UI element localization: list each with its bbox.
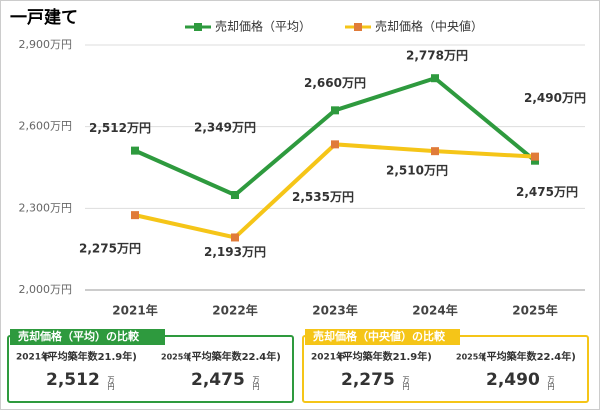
- data-label: 2,275万円: [79, 242, 141, 256]
- data-label: 2,490万円: [524, 91, 586, 105]
- comparison-unit: 万円: [252, 376, 260, 391]
- point: [431, 74, 439, 83]
- comparison-tab: [305, 329, 460, 345]
- x-tick-label: 2024年: [412, 303, 457, 318]
- point: [231, 190, 239, 199]
- comparison-year: 2021年: [16, 351, 50, 363]
- y-tick-label: 2,300万円: [19, 201, 73, 214]
- point: [331, 106, 339, 115]
- x-tick-label: 2021年: [112, 303, 157, 318]
- x-tick-label: 2022年: [212, 303, 257, 318]
- x-tick-label: 2025年: [512, 303, 557, 318]
- data-label: 2,535万円: [292, 190, 354, 204]
- comparison-box: [302, 335, 589, 403]
- comparison-detail: (平均築年数21.9年): [43, 350, 137, 363]
- comparison-detail: (平均築年数22.4年): [482, 350, 576, 363]
- comparison-unit: 万円: [402, 376, 410, 391]
- comparison-value: 2,490: [486, 370, 540, 390]
- comparison-box: [7, 335, 294, 403]
- comparison-value: 2,475: [191, 370, 245, 390]
- point: [331, 140, 339, 149]
- comparison-detail: (平均築年数21.9年): [338, 350, 432, 363]
- y-tick-label: 2,000万円: [19, 283, 73, 296]
- comparison-title: 売却価格（平均）の比較: [18, 329, 140, 343]
- data-label: 2,510万円: [386, 164, 448, 178]
- point: [431, 147, 439, 156]
- legend-marker: [194, 23, 202, 31]
- comparison-value: 2,512: [46, 370, 100, 390]
- legend-label: 売却価格（中央値）: [375, 19, 483, 34]
- chart-title: 一戸建て: [10, 7, 78, 28]
- data-label: 2,193万円: [204, 245, 266, 259]
- comparison-unit: 万円: [547, 376, 555, 391]
- y-tick-label: 2,900万円: [19, 38, 73, 51]
- comparison-year: 2025年: [161, 352, 191, 362]
- point: [231, 233, 239, 242]
- comparison-unit: 万円: [107, 376, 115, 391]
- comparison-year: 2025年: [456, 352, 486, 362]
- comparison-title: 売却価格（中央値）の比較: [313, 329, 446, 343]
- x-tick-label: 2023年: [312, 303, 357, 318]
- data-label: 2,349万円: [194, 120, 256, 134]
- y-tick-label: 2,600万円: [19, 120, 73, 133]
- data-label: 2,512万円: [89, 121, 151, 135]
- point: [531, 152, 539, 161]
- point: [131, 211, 139, 220]
- data-label: 2,660万円: [304, 76, 366, 90]
- comparison-value: 2,275: [341, 370, 395, 390]
- legend-marker: [354, 23, 362, 31]
- point: [531, 156, 539, 165]
- data-label: 2,778万円: [406, 49, 468, 63]
- comparison-tab: [10, 329, 165, 345]
- point: [131, 146, 139, 155]
- comparison-year: 2021年: [311, 351, 345, 363]
- comparison-detail: (平均築年数22.4年): [187, 350, 281, 363]
- legend-label: 売却価格（平均）: [215, 19, 311, 34]
- data-label: 2,475万円: [516, 185, 578, 199]
